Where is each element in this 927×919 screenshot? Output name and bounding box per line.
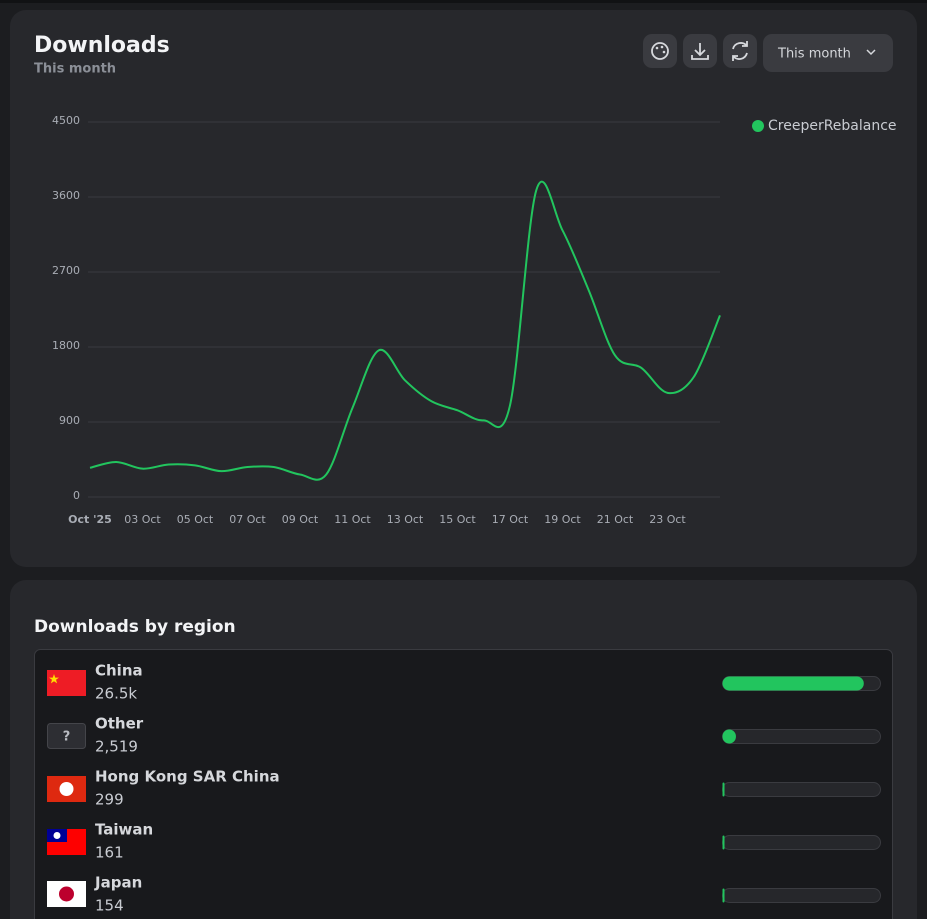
download-button[interactable] — [683, 34, 717, 68]
flag — [47, 670, 86, 696]
region-name: China — [95, 662, 143, 680]
region-name: Japan — [94, 874, 142, 892]
bar-track — [722, 729, 881, 744]
range-dropdown[interactable]: This month — [763, 34, 893, 72]
bar — [722, 676, 864, 691]
flag-flower — [59, 782, 74, 796]
region-name: Hong Kong SAR China — [95, 768, 280, 786]
downloads-card — [10, 10, 917, 567]
y-tick-label: 0 — [73, 489, 80, 502]
flag-star — [49, 674, 59, 684]
x-tick-label: 09 Oct — [282, 513, 319, 526]
y-tick-label: 3600 — [52, 189, 80, 202]
card-title: Downloads — [34, 33, 170, 58]
x-tick-label: 07 Oct — [229, 513, 266, 526]
bar — [722, 729, 736, 744]
region-rows: China 26.5k? Other 2,519 Hong Kong SAR China… — [47, 662, 881, 915]
series-line — [89, 180, 721, 481]
x-tick-label: 03 Oct — [124, 513, 161, 526]
region-row: Hong Kong SAR China 299 — [47, 768, 881, 809]
x-tick-label: 23 Oct — [649, 513, 686, 526]
flag — [47, 723, 86, 749]
bar — [722, 835, 725, 850]
region-value: 154 — [95, 897, 124, 915]
y-tick-label: 1800 — [52, 339, 80, 352]
x-tick-label: 13 Oct — [387, 513, 424, 526]
region-value: 26.5k — [95, 685, 137, 703]
x-tick-label: 19 Oct — [544, 513, 581, 526]
region-value: 2,519 — [95, 738, 138, 756]
bar-track — [722, 835, 881, 850]
legend-swatch — [752, 120, 764, 132]
line-chart: 0 900 1800 2700 3600 4500 Oct '25 03 Oct 05 Oct 0… — [52, 114, 897, 526]
y-tick-label: 2700 — [52, 264, 80, 277]
region-name: Other — [95, 715, 144, 733]
x-tick-label: 15 Oct — [439, 513, 476, 526]
bar — [722, 782, 725, 797]
range-label: This month — [777, 47, 851, 62]
y-tick-label: 900 — [59, 414, 80, 427]
region-row: Japan 154 — [47, 874, 881, 915]
region-value: 299 — [95, 791, 124, 809]
flag-icon: ? — [63, 730, 71, 745]
bar — [722, 888, 725, 903]
top-bar — [0, 0, 927, 3]
legend-label: CreeperRebalance — [768, 118, 897, 134]
region-title: Downloads by region — [34, 617, 236, 637]
x-tick-label: Oct '25 — [68, 513, 112, 526]
palette-button[interactable] — [643, 34, 677, 68]
bar-track — [722, 888, 881, 903]
x-tick-label: 11 Oct — [334, 513, 371, 526]
region-name: Taiwan — [95, 821, 153, 839]
y-tick-label: 4500 — [52, 114, 80, 127]
flag-sun — [53, 832, 61, 839]
flag-disc — [59, 886, 74, 902]
region-row: ? Other 2,519 — [47, 715, 881, 756]
refresh-button[interactable] — [723, 34, 757, 68]
x-tick-label: 17 Oct — [492, 513, 529, 526]
region-list — [34, 649, 893, 919]
card-subtitle: This month — [34, 62, 116, 77]
x-tick-label: 05 Oct — [177, 513, 214, 526]
bar-track — [722, 782, 881, 797]
region-row: China 26.5k — [47, 662, 881, 703]
region-value: 161 — [95, 844, 124, 862]
x-tick-label: 21 Oct — [597, 513, 634, 526]
region-row: Taiwan 161 — [47, 821, 881, 862]
